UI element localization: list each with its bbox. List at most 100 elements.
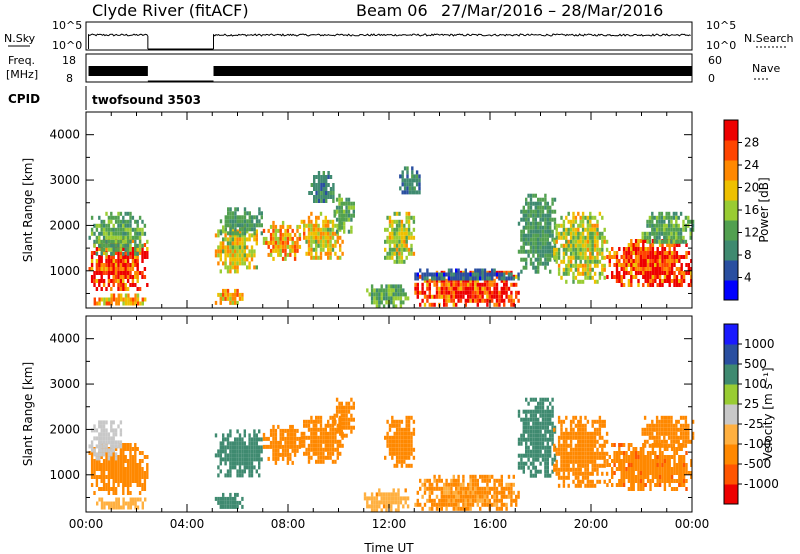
range-cell: [224, 496, 227, 501]
range-cell: [574, 275, 578, 280]
range-cell: [656, 463, 659, 467]
range-cell: [324, 239, 327, 244]
range-cell: [447, 490, 451, 495]
range-cell: [565, 263, 568, 268]
range-cell: [678, 459, 681, 463]
range-cell: [322, 431, 325, 436]
range-cell: [395, 419, 399, 424]
range-cell: [139, 497, 142, 502]
range-cell: [579, 467, 582, 472]
range-cell: [618, 271, 621, 275]
range-cell: [553, 453, 557, 458]
range-cell: [393, 447, 396, 452]
range-cell: [93, 475, 96, 479]
range-cell: [639, 487, 643, 491]
range-cell: [433, 302, 436, 307]
range-cell: [317, 243, 320, 248]
range-cell: [265, 236, 268, 241]
range-cell: [539, 453, 542, 458]
range-cell: [529, 241, 533, 246]
range-cell: [122, 231, 125, 236]
range-cell: [386, 239, 389, 244]
range-cell: [546, 421, 549, 426]
range-cell: [331, 247, 335, 252]
range-cell: [689, 439, 692, 444]
range-cell: [110, 287, 113, 291]
range-cell: [136, 227, 139, 232]
range-cell: [651, 431, 654, 436]
range-cell: [426, 478, 429, 483]
range-cell: [107, 267, 111, 271]
range-cell: [655, 431, 659, 436]
range-cell: [241, 496, 244, 501]
range-cell: [457, 286, 460, 291]
range-cell: [269, 432, 273, 437]
range-cell: [479, 268, 482, 273]
range-cell: [248, 237, 251, 242]
range-cell: [589, 447, 592, 452]
range-cell: [579, 255, 582, 260]
range-cell: [255, 223, 259, 228]
range-cell: [646, 223, 649, 228]
range-cell: [565, 243, 568, 248]
range-cell: [450, 502, 453, 507]
range-cell: [593, 259, 597, 264]
range-cell: [572, 239, 575, 244]
range-cell: [393, 219, 396, 224]
range-cell: [117, 501, 120, 506]
range-cell: [248, 433, 251, 438]
range-cell: [289, 248, 292, 253]
range-cell: [551, 413, 554, 418]
range-cell: [124, 471, 127, 475]
range-cell: [525, 209, 528, 214]
range-cell: [452, 474, 455, 479]
range-cell: [332, 187, 335, 191]
range-cell: [298, 436, 302, 441]
range-cell: [551, 433, 554, 438]
range-cell: [269, 252, 273, 257]
range-cell: [529, 229, 533, 234]
range-cell: [646, 431, 649, 436]
range-cell: [303, 223, 306, 228]
range-cell: [618, 455, 621, 459]
range-cell: [102, 239, 106, 244]
range-cell: [286, 444, 290, 449]
freq-band: [213, 66, 692, 76]
range-cell: [95, 444, 99, 449]
range-cell: [117, 227, 120, 232]
range-cell: [95, 467, 99, 471]
range-cell: [234, 211, 237, 216]
range-cell: [677, 215, 680, 220]
range-cell: [222, 492, 225, 497]
range-cell: [677, 239, 680, 244]
range-cell: [601, 247, 604, 252]
range-cell: [605, 439, 609, 444]
range-cell: [98, 459, 101, 463]
range-cell: [313, 195, 316, 199]
range-cell: [324, 227, 327, 232]
range-cell: [655, 427, 659, 432]
range-cell: [622, 479, 626, 483]
range-cell: [393, 231, 396, 236]
range-cell: [455, 486, 458, 491]
range-cell: [682, 271, 686, 275]
range-cell: [136, 255, 139, 259]
range-cell: [238, 296, 242, 301]
range-cell: [327, 419, 330, 424]
range-cell: [307, 235, 311, 240]
power-colorbar-swatch: [724, 140, 738, 161]
range-cell: [503, 286, 506, 291]
range-cell: [551, 233, 554, 238]
range-cell: [656, 467, 659, 471]
range-cell: [651, 247, 655, 251]
range-cell: [488, 486, 491, 491]
range-cell: [630, 239, 633, 243]
range-cell: [544, 193, 547, 198]
range-cell: [141, 451, 144, 455]
range-cell: [491, 474, 494, 479]
range-cell: [593, 223, 597, 228]
range-cell: [289, 452, 292, 457]
range-cell: [680, 447, 683, 451]
range-cell: [100, 219, 103, 224]
range-cell: [248, 219, 251, 224]
